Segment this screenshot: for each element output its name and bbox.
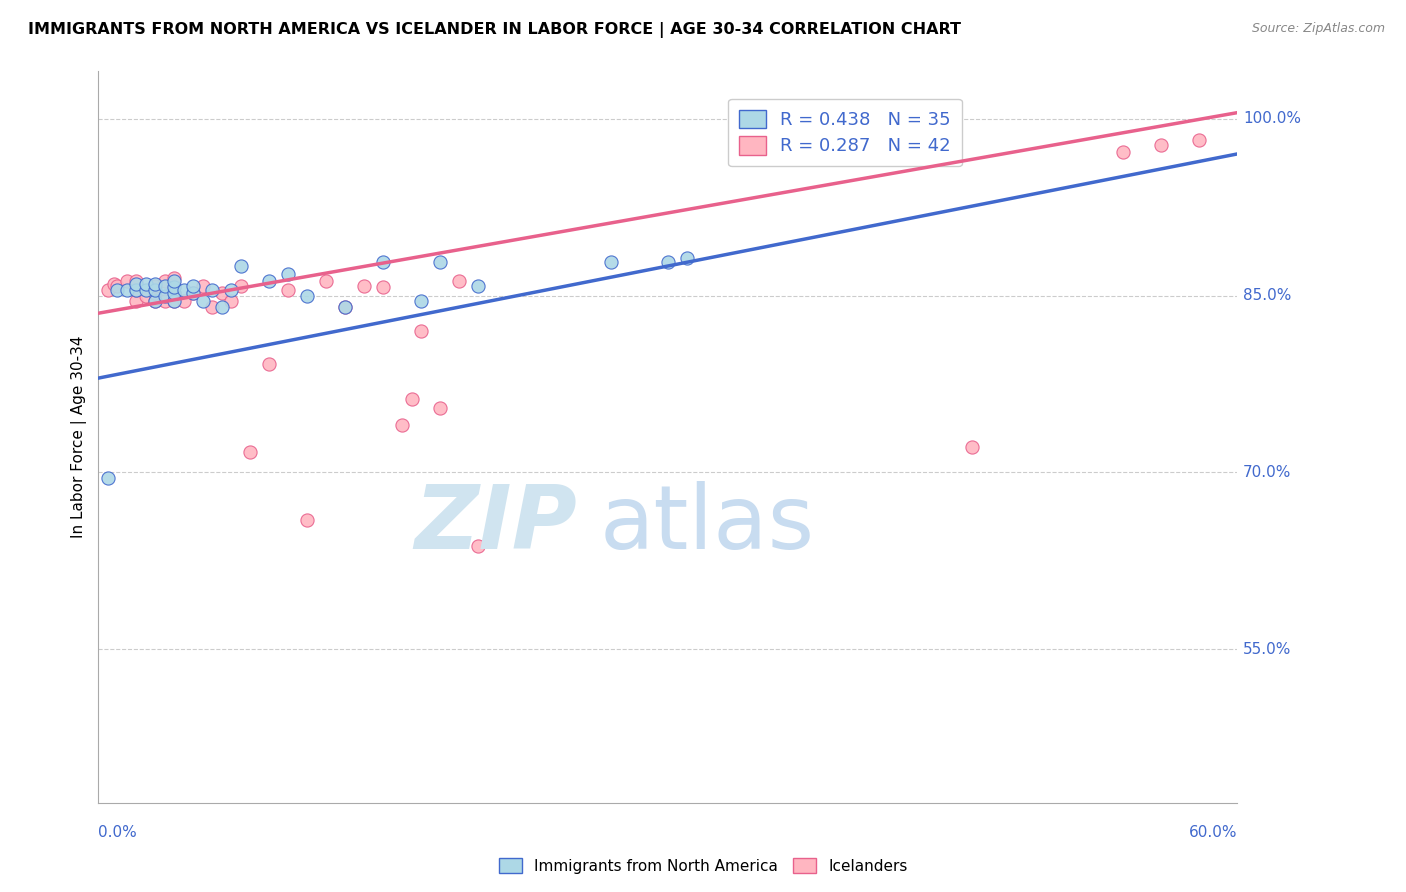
Point bbox=[657, 255, 679, 269]
Text: 0.0%: 0.0% bbox=[98, 825, 138, 839]
Point bbox=[191, 279, 214, 293]
Point bbox=[211, 301, 233, 315]
Point bbox=[163, 286, 186, 301]
Text: 85.0%: 85.0% bbox=[1243, 288, 1291, 303]
Point bbox=[163, 279, 186, 293]
Point bbox=[125, 294, 148, 309]
Point bbox=[191, 294, 214, 309]
Point bbox=[211, 286, 233, 301]
Point bbox=[125, 283, 148, 297]
Point bbox=[371, 255, 394, 269]
Point bbox=[411, 294, 433, 309]
Point bbox=[135, 283, 157, 297]
Point bbox=[315, 274, 337, 288]
Point bbox=[353, 279, 375, 293]
Point bbox=[411, 324, 433, 338]
Point bbox=[600, 255, 623, 269]
Point bbox=[135, 288, 157, 302]
Point bbox=[145, 283, 167, 297]
Point bbox=[125, 283, 148, 297]
Point bbox=[467, 539, 489, 553]
Text: 100.0%: 100.0% bbox=[1243, 111, 1301, 126]
Point bbox=[229, 279, 252, 293]
Text: 55.0%: 55.0% bbox=[1243, 642, 1291, 657]
Text: 70.0%: 70.0% bbox=[1243, 465, 1291, 480]
Point bbox=[163, 294, 186, 309]
Point bbox=[145, 277, 167, 291]
Point bbox=[163, 294, 186, 309]
Point bbox=[277, 267, 299, 281]
Point bbox=[401, 392, 423, 407]
Point bbox=[259, 357, 281, 371]
Point bbox=[183, 286, 205, 301]
Point bbox=[1188, 133, 1211, 147]
Text: IMMIGRANTS FROM NORTH AMERICA VS ICELANDER IN LABOR FORCE | AGE 30-34 CORRELATIO: IMMIGRANTS FROM NORTH AMERICA VS ICELAND… bbox=[28, 22, 962, 38]
Point bbox=[429, 401, 451, 415]
Point bbox=[153, 294, 176, 309]
Point bbox=[135, 277, 157, 291]
Point bbox=[429, 255, 451, 269]
Point bbox=[335, 301, 357, 315]
Point bbox=[97, 283, 120, 297]
Point bbox=[163, 270, 186, 285]
Point bbox=[115, 283, 138, 297]
Text: ZIP: ZIP bbox=[413, 482, 576, 568]
Point bbox=[960, 440, 983, 454]
Point bbox=[391, 418, 413, 433]
Point bbox=[97, 471, 120, 485]
Point bbox=[371, 280, 394, 294]
Point bbox=[676, 251, 699, 265]
Point bbox=[163, 280, 186, 294]
Point bbox=[163, 274, 186, 288]
Point bbox=[221, 283, 243, 297]
Point bbox=[145, 286, 167, 301]
Point bbox=[153, 274, 176, 288]
Point bbox=[239, 445, 262, 459]
Point bbox=[277, 283, 299, 297]
Point bbox=[125, 277, 148, 291]
Point bbox=[467, 279, 489, 293]
Text: atlas: atlas bbox=[599, 482, 814, 568]
Point bbox=[153, 279, 176, 293]
Point bbox=[145, 279, 167, 293]
Point bbox=[125, 274, 148, 288]
Point bbox=[1112, 145, 1135, 159]
Point bbox=[335, 301, 357, 315]
Point bbox=[297, 513, 319, 527]
Text: Source: ZipAtlas.com: Source: ZipAtlas.com bbox=[1251, 22, 1385, 36]
Point bbox=[145, 294, 167, 309]
Point bbox=[173, 294, 195, 309]
Point bbox=[201, 301, 224, 315]
Legend: R = 0.438   N = 35, R = 0.287   N = 42: R = 0.438 N = 35, R = 0.287 N = 42 bbox=[728, 99, 962, 166]
Point bbox=[153, 288, 176, 302]
Point bbox=[449, 274, 471, 288]
Point bbox=[107, 279, 129, 293]
Point bbox=[183, 279, 205, 293]
Point bbox=[163, 286, 186, 301]
Point bbox=[221, 294, 243, 309]
Point bbox=[1150, 137, 1173, 152]
Point bbox=[115, 274, 138, 288]
Legend: Immigrants from North America, Icelanders: Immigrants from North America, Icelander… bbox=[492, 852, 914, 880]
Point bbox=[183, 286, 205, 301]
Point bbox=[229, 259, 252, 273]
Y-axis label: In Labor Force | Age 30-34: In Labor Force | Age 30-34 bbox=[72, 335, 87, 539]
Point bbox=[259, 274, 281, 288]
Point bbox=[145, 294, 167, 309]
Text: 60.0%: 60.0% bbox=[1189, 825, 1237, 839]
Point bbox=[107, 283, 129, 297]
Point bbox=[201, 283, 224, 297]
Point bbox=[103, 277, 125, 291]
Point bbox=[297, 288, 319, 302]
Point bbox=[173, 283, 195, 297]
